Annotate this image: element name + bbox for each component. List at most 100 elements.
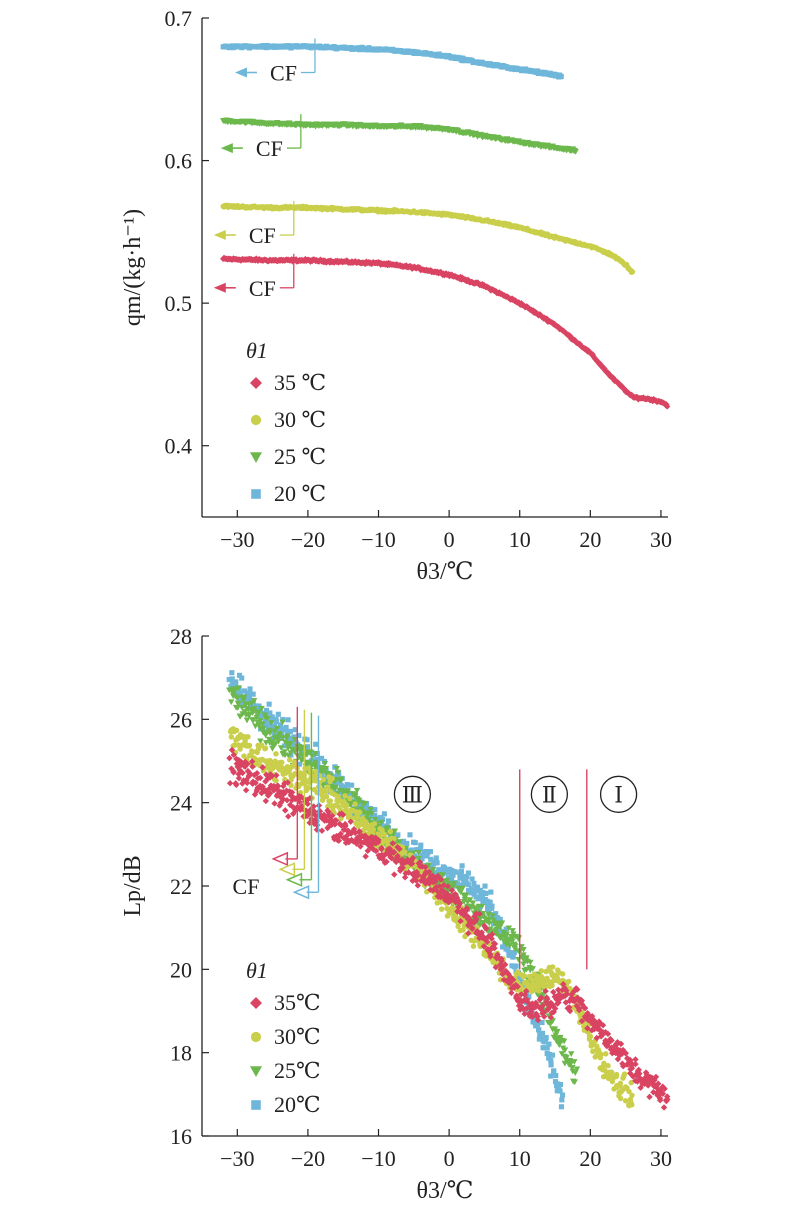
data-point (241, 688, 248, 694)
data-point (465, 882, 471, 888)
data-point (415, 849, 422, 856)
data-point (651, 1076, 658, 1084)
data-point (446, 893, 454, 900)
data-point (246, 742, 253, 749)
data-point (338, 783, 344, 789)
data-point (464, 913, 471, 920)
data-point (437, 899, 444, 905)
data-point (284, 733, 291, 740)
data-point (292, 727, 298, 733)
data-point (291, 749, 299, 755)
data-point (559, 971, 566, 977)
data-point (540, 1030, 546, 1036)
data-point (325, 784, 331, 790)
data-point (621, 1071, 628, 1077)
data-point (483, 925, 490, 932)
data-point (387, 828, 394, 835)
data-point (226, 754, 233, 762)
data-point (485, 911, 492, 918)
data-point (357, 843, 364, 850)
x-tick-label: 10 (509, 527, 531, 552)
data-point (231, 689, 238, 695)
data-point (539, 1019, 545, 1026)
data-point (283, 797, 291, 804)
data-point (329, 819, 336, 827)
data-point (608, 1037, 615, 1044)
data-point (619, 1046, 627, 1054)
x-axis-label: θ3/℃ (416, 1178, 473, 1204)
data-point (262, 745, 268, 752)
data-point (573, 1002, 581, 1010)
data-point (371, 820, 378, 827)
cf-annotations: CF CF CF CF (213, 38, 316, 301)
data-point (560, 1092, 566, 1098)
data-point (250, 706, 258, 712)
data-point (578, 1001, 586, 1008)
legend-label: 30℃ (274, 1024, 321, 1049)
region-circle (599, 775, 638, 813)
data-point (614, 1039, 621, 1046)
data-point (543, 994, 550, 1001)
data-point (312, 750, 320, 757)
data-point (465, 870, 471, 876)
data-point (495, 915, 501, 921)
data-point (277, 745, 285, 752)
data-point (471, 880, 477, 887)
data-point (378, 819, 385, 826)
data-point (547, 1014, 555, 1021)
data-point (498, 964, 506, 972)
data-point (458, 871, 464, 877)
data-point (390, 848, 398, 856)
x-tick-label: 20 (579, 1146, 601, 1171)
data-point (323, 794, 330, 800)
data-point (267, 771, 274, 778)
data-point (296, 761, 302, 767)
data-point (252, 779, 259, 787)
data-point (226, 676, 232, 683)
data-point (593, 1025, 601, 1032)
data-point (511, 950, 517, 956)
data-point (287, 741, 294, 747)
data-point (262, 797, 270, 805)
data-point (536, 1036, 542, 1042)
data-point (534, 1016, 542, 1024)
data-point (525, 1010, 533, 1018)
data-point (587, 1033, 594, 1040)
data-point (601, 1060, 607, 1067)
data-point (368, 811, 375, 817)
data-point (466, 897, 474, 904)
legend-marker (250, 997, 262, 1009)
data-point (559, 986, 566, 994)
data-point (234, 705, 241, 711)
data-point (622, 1098, 629, 1104)
data-point (269, 745, 276, 752)
data-point (234, 700, 242, 707)
data-point (240, 694, 247, 701)
data-point (396, 845, 403, 853)
cf-arrow-head (278, 862, 296, 877)
data-point (319, 755, 325, 761)
data-point (244, 767, 252, 775)
cf-arrow-head (234, 67, 247, 78)
data-point (518, 977, 524, 983)
data-point (575, 1005, 583, 1012)
data-point (523, 987, 530, 995)
data-point (552, 993, 560, 1000)
data-point (541, 1045, 547, 1051)
data-point (563, 990, 571, 998)
data-point (557, 1034, 564, 1041)
data-point (228, 699, 235, 706)
data-point (383, 858, 390, 865)
data-point (474, 884, 481, 890)
legend-title: θ1 (246, 958, 268, 983)
data-point (260, 725, 267, 732)
data-point (493, 926, 500, 933)
data-point (548, 1073, 554, 1079)
data-point (258, 705, 265, 712)
data-point (282, 807, 289, 814)
data-point (443, 890, 451, 897)
legend-marker (250, 1031, 262, 1043)
data-point (408, 847, 414, 853)
data-point (285, 813, 292, 820)
